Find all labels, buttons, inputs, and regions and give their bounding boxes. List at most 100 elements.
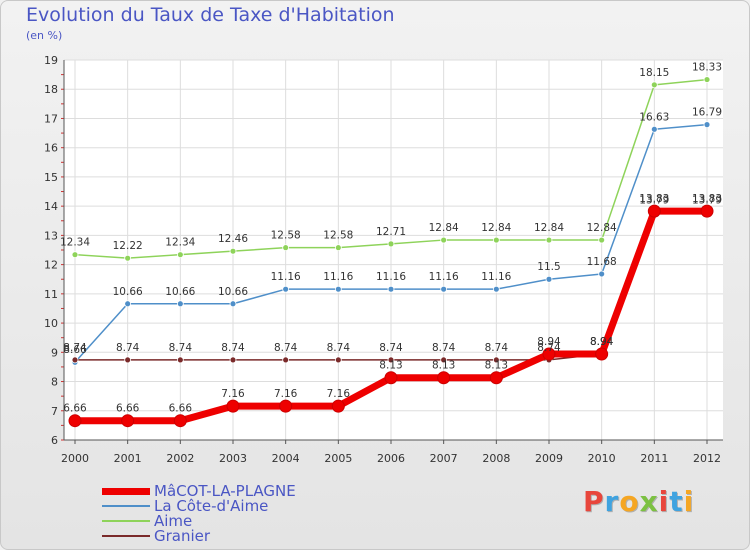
data-point [387,285,395,293]
data-label: 12.84 [429,222,459,234]
data-label: 12.84 [481,222,511,234]
data-label: 8.13 [485,360,508,372]
data-point [124,300,132,308]
data-label: 7.16 [327,388,351,400]
data-point [542,347,556,361]
x-tick-label: 2006 [377,452,405,465]
legend-label: La Côte-d'Aime [154,497,269,515]
data-point [703,121,711,128]
data-point [71,251,79,259]
proxiti-logo: Proxiti [583,485,695,518]
x-tick-label: 2001 [114,452,142,465]
y-tick-label: 17 [44,112,58,125]
data-label: 12.34 [60,237,90,249]
data-label: 8.74 [485,342,509,354]
data-point [176,300,184,308]
data-label: 10.66 [218,286,248,298]
data-point [437,371,451,385]
data-label: 18.15 [639,67,669,79]
data-point [229,300,237,308]
data-label: 8.74 [379,342,403,354]
data-point [492,356,500,364]
data-label: 11.5 [537,261,560,273]
data-label: 16.79 [692,107,722,119]
data-point [492,236,500,244]
data-point [279,399,293,413]
data-label: 12.71 [376,226,406,238]
data-point [598,270,606,278]
data-point [647,204,661,218]
data-label: 12.34 [165,237,195,249]
chart-subtitle: (en %) [26,29,63,42]
x-tick-label: 2000 [61,452,89,465]
data-label: 13.79 [639,194,669,206]
data-label: 8.74 [116,342,140,354]
x-tick-label: 2007 [430,452,458,465]
data-label: 11.16 [323,271,353,283]
data-label: 8.13 [379,360,402,372]
y-tick-label: 12 [44,259,58,272]
chart-title: Evolution du Taux de Taxe d'Habitation [26,4,395,26]
data-point [595,347,609,361]
data-label: 18.33 [692,62,722,74]
legend-swatch [102,488,150,495]
data-label: 8.13 [432,360,455,372]
data-point [229,247,237,255]
data-point [334,356,342,364]
y-tick-label: 8 [51,376,58,389]
data-point [489,371,503,385]
x-tick-label: 2008 [482,452,510,465]
data-point [384,371,398,385]
data-label: 12.84 [587,222,617,234]
data-label: 11.16 [481,271,511,283]
data-point [176,356,184,364]
data-point [700,204,714,218]
data-label: 11.16 [271,271,301,283]
data-label: 8.94 [590,336,614,348]
data-label: 8.74 [169,342,193,354]
data-label: 8.94 [537,336,561,348]
data-label: 6.66 [169,403,193,415]
data-point [334,285,342,293]
data-point [440,356,448,364]
data-point [71,356,79,364]
y-tick-label: 16 [44,142,58,155]
x-tick-label: 2012 [693,452,721,465]
x-tick-label: 2004 [272,452,300,465]
data-point [226,399,240,413]
data-label: 10.66 [165,286,195,298]
data-label: 11.16 [376,271,406,283]
data-point [650,125,658,133]
y-tick-label: 9 [51,346,58,359]
y-tick-label: 14 [44,200,58,213]
data-point [440,236,448,244]
data-point [124,254,132,262]
data-label: 11.16 [429,271,459,283]
legend-swatch [102,505,150,507]
data-label: 12.22 [113,240,143,252]
legend-label: Granier [154,527,211,545]
data-label: 6.66 [116,403,140,415]
data-point [282,244,290,252]
data-label: 7.16 [221,388,245,400]
x-tick-label: 2010 [588,452,616,465]
x-tick-label: 2003 [219,452,247,465]
y-tick-label: 7 [51,405,58,418]
legend-label: Aime [154,512,193,530]
legend-label: MâCOT-LA-PLAGNE [154,482,296,500]
legend-swatch [102,535,150,537]
data-point [331,399,345,413]
data-label: 12.46 [218,233,248,245]
data-point [440,285,448,293]
data-point [334,244,342,252]
y-tick-label: 13 [44,229,58,242]
data-point [124,356,132,364]
data-label: 8.74 [537,342,561,354]
legend-swatch [102,520,150,522]
data-point [598,236,606,244]
data-label: 7.16 [274,388,298,400]
data-label: 8.74 [327,342,351,354]
data-label: 12.84 [534,222,564,234]
data-point [703,76,711,83]
